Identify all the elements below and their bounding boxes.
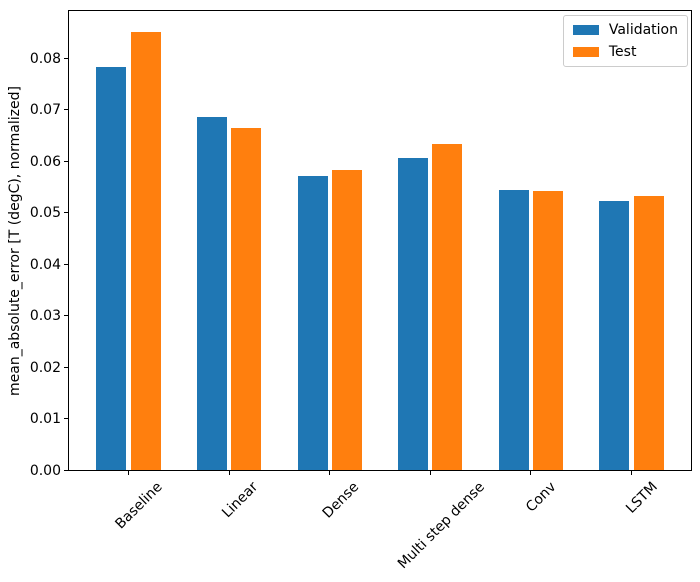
ytick-mark-0.06 (64, 161, 68, 162)
bar-test-lstm (633, 195, 664, 471)
legend-label-validation: Validation (608, 22, 678, 38)
legend-label-test: Test (608, 44, 637, 60)
legend-swatch-test (572, 47, 599, 57)
xtick-label-lstm: LSTM (623, 479, 661, 517)
bar-test-multi-step-dense (432, 143, 463, 471)
bar-test-linear (231, 128, 262, 471)
ytick-label-0.06: 0.06 (29, 153, 61, 170)
ytick-label-0.02: 0.02 (29, 359, 61, 376)
ytick-mark-0.08 (64, 58, 68, 59)
ytick-mark-0.01 (64, 418, 68, 419)
legend-item-validation: Validation (572, 22, 678, 38)
xtick-mark-baseline (128, 471, 130, 475)
bar-validation-multi-step-dense (398, 158, 429, 471)
xtick-label-dense: Dense (319, 479, 362, 522)
ytick-label-0.00: 0.00 (29, 463, 61, 479)
ytick-label-0.04: 0.04 (29, 256, 61, 273)
ytick-label-0.08: 0.08 (29, 50, 61, 67)
bar-test-baseline (130, 31, 161, 471)
ytick-label-0.07: 0.07 (29, 102, 61, 119)
legend-swatch-validation (572, 25, 599, 35)
ytick-mark-0.04 (64, 264, 68, 265)
xtick-label-linear: Linear (218, 479, 261, 522)
ytick-mark-0.05 (64, 212, 68, 213)
ytick-mark-0.03 (64, 315, 68, 316)
y-axis-label: mean_absolute_error [T (degC), normalize… (7, 86, 23, 396)
bar-validation-lstm (599, 201, 630, 471)
bar-validation-linear (197, 117, 228, 471)
ytick-mark-0.07 (64, 109, 68, 110)
xtick-label-baseline: Baseline (112, 479, 166, 533)
bar-test-dense (331, 169, 362, 471)
legend: Validation Test (562, 15, 688, 67)
bar-validation-conv (498, 190, 529, 471)
xtick-mark-multi-step-dense (429, 471, 431, 475)
ytick-label-0.01: 0.01 (29, 411, 61, 428)
legend-item-test: Test (572, 44, 678, 60)
xtick-label-conv: Conv (523, 479, 560, 516)
bar-validation-baseline (96, 66, 127, 471)
ytick-label-0.05: 0.05 (29, 205, 61, 222)
ytick-mark-0.00 (64, 470, 68, 471)
xtick-mark-linear (228, 471, 230, 475)
xtick-mark-dense (329, 471, 331, 475)
bar-validation-dense (297, 175, 328, 471)
plot-area (68, 10, 692, 471)
ytick-mark-0.02 (64, 367, 68, 368)
xtick-mark-conv (530, 471, 532, 475)
ytick-label-0.03: 0.03 (29, 308, 61, 325)
xtick-label-multi-step-dense: Multi step dense (394, 479, 488, 573)
xtick-mark-lstm (630, 471, 632, 475)
bar-test-conv (532, 191, 563, 471)
